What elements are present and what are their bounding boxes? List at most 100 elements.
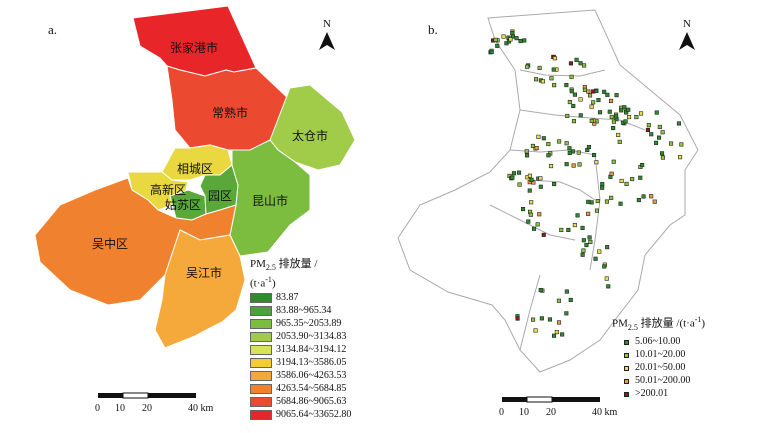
legend-a-item: 4263.54~5684.85: [250, 383, 351, 396]
legend-b-item: 50.01~200.00: [624, 375, 705, 388]
emission-point: [552, 333, 557, 338]
legend-swatch: [250, 345, 272, 356]
emission-point: [536, 134, 541, 139]
north-arrow-b: N: [676, 18, 698, 50]
legend-a-item: 83.88~965.34: [250, 305, 351, 318]
legend-marker: [624, 378, 629, 384]
emission-point: [551, 67, 556, 72]
emission-point: [556, 298, 561, 303]
emission-point: [517, 182, 522, 187]
label-yuanqu: 园区: [208, 189, 232, 203]
emission-point: [564, 83, 569, 88]
panel-a: a. 张家港市 常熟市 太仓市 相城区 高新区 姑苏区 园区 昆山市 吴中区 吴…: [0, 0, 380, 433]
emission-point: [614, 93, 619, 98]
emission-point: [589, 104, 594, 109]
emission-point: [552, 182, 557, 187]
emission-point: [538, 184, 543, 189]
emission-point: [493, 37, 498, 42]
emission-point: [634, 115, 639, 120]
emission-point: [531, 317, 536, 322]
emission-point: [529, 177, 534, 182]
north-arrow-icon: [319, 32, 335, 50]
emission-point: [577, 162, 582, 167]
legend-a-item: 3586.06~4263.53: [250, 370, 351, 383]
emission-point: [533, 328, 538, 333]
panel-b-label: b.: [428, 22, 438, 37]
emission-point: [600, 185, 605, 190]
legend-swatch: [250, 293, 272, 304]
emission-point: [619, 108, 624, 113]
emission-point: [510, 30, 515, 36]
legend-label: 3586.06~4263.53: [276, 370, 347, 382]
emission-point: [636, 198, 641, 203]
emission-point: [616, 132, 621, 137]
emission-point: [594, 160, 599, 165]
legend-swatch: [250, 371, 272, 382]
emission-point: [566, 227, 571, 232]
emission-point: [495, 43, 500, 48]
emission-point: [539, 316, 544, 321]
legend-a-items: 83.87 83.88~965.34 965.35~2053.89 2053.90~3…: [250, 292, 351, 422]
emission-point: [646, 123, 651, 128]
emission-point: [586, 89, 591, 94]
emission-point: [638, 111, 644, 116]
emission-point: [657, 124, 662, 129]
emission-point: [541, 232, 546, 237]
emission-point: [574, 57, 579, 62]
legend-b-title: PM2.5 排放量 /(t·a-1): [612, 315, 706, 332]
emission-point: [602, 89, 607, 94]
scale-bar-graphic: [502, 396, 600, 403]
north-arrow-icon: [679, 32, 695, 50]
emission-point: [609, 114, 614, 119]
legend-a-item: 83.87: [250, 292, 351, 305]
emission-point: [581, 238, 586, 243]
legend-label: 50.01~200.00: [635, 375, 691, 387]
emission-point: [560, 332, 565, 337]
emission-point: [568, 61, 573, 66]
scale-tick-0: 0: [499, 407, 504, 418]
emission-point: [588, 93, 593, 98]
emission-point: [537, 212, 542, 217]
emission-point: [605, 245, 610, 250]
emission-point: [668, 141, 674, 146]
emission-points: [488, 29, 684, 338]
emission-point: [609, 171, 614, 176]
scale-bar-a: 0 10 20 40 km: [95, 392, 238, 415]
emission-point: [584, 243, 589, 248]
label-xiangcheng: 相城区: [177, 162, 213, 176]
region-kunshan: [229, 139, 311, 257]
emission-point: [569, 74, 574, 79]
emission-point: [530, 143, 535, 148]
emission-point: [679, 142, 684, 147]
label-taicang: 太仓市: [292, 128, 328, 143]
emission-point: [571, 103, 576, 108]
emission-point: [611, 159, 616, 164]
legend-marker: [624, 339, 629, 345]
legend-b-item: 10.01~20.00: [624, 349, 705, 362]
emission-point: [624, 110, 629, 115]
legend-a-item: 3134.84~3194.12: [250, 344, 351, 357]
emission-point: [567, 150, 572, 155]
legend-b: PM2.5 排放量 /(t·a-1) 5.06~10.00 10.01~20.00…: [612, 314, 705, 401]
emission-point: [515, 316, 520, 321]
emission-point: [586, 145, 591, 150]
emission-point: [535, 222, 540, 227]
emission-point: [617, 139, 622, 144]
emission-point: [576, 150, 581, 155]
label-kunshan: 昆山市: [252, 193, 288, 208]
panel-b: b. N PM2.5 排放量 /(t·a-1) 5.06~10.00 10.01~…: [380, 0, 761, 433]
scale-bar-graphic: [98, 392, 196, 399]
emission-point: [564, 162, 569, 167]
emission-point: [611, 119, 616, 124]
emission-point: [575, 213, 580, 218]
scale-tick-10: 10: [115, 403, 125, 414]
legend-swatch: [250, 358, 272, 369]
emission-point: [587, 235, 592, 240]
emission-point: [567, 100, 572, 105]
emission-point: [564, 141, 569, 146]
emission-point: [540, 79, 545, 84]
emission-point: [557, 139, 562, 144]
legend-b-item: >200.01: [624, 388, 705, 401]
emission-point: [518, 38, 523, 44]
emission-point: [528, 212, 533, 217]
